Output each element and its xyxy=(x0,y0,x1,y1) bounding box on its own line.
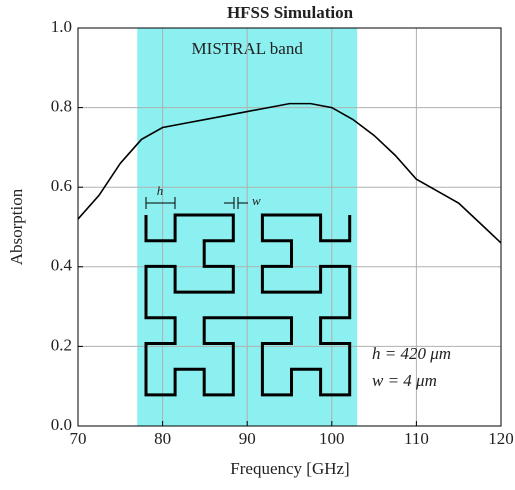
x-tick-label: 80 xyxy=(154,429,171,448)
y-axis-label: Absorption xyxy=(7,188,26,265)
line xyxy=(77,102,502,244)
annotation: w xyxy=(252,193,261,208)
annotation: w = 4 μm xyxy=(372,371,437,390)
x-tick-label: 90 xyxy=(239,429,256,448)
plot-frame xyxy=(77,27,502,427)
x-axis-label: Frequency [GHz] xyxy=(230,459,349,478)
x-tick-label: 100 xyxy=(319,429,345,448)
x-tick-label: 70 xyxy=(70,429,87,448)
chart-title: HFSS Simulation xyxy=(227,3,354,22)
y-tick-label: 0.0 xyxy=(51,415,72,434)
annotation: h = 420 μm xyxy=(372,344,451,363)
y-tick-label: 0.6 xyxy=(51,176,72,195)
hilbert-curve xyxy=(144,213,352,397)
x-tick-label: 110 xyxy=(404,429,429,448)
x-tick-label: 120 xyxy=(488,429,514,448)
annotation: h xyxy=(157,183,164,198)
y-tick-label: 1.0 xyxy=(51,17,72,36)
y-tick-label: 0.8 xyxy=(51,97,72,116)
y-tick-label: 0.2 xyxy=(51,335,72,354)
y-tick-label: 0.4 xyxy=(51,256,73,275)
